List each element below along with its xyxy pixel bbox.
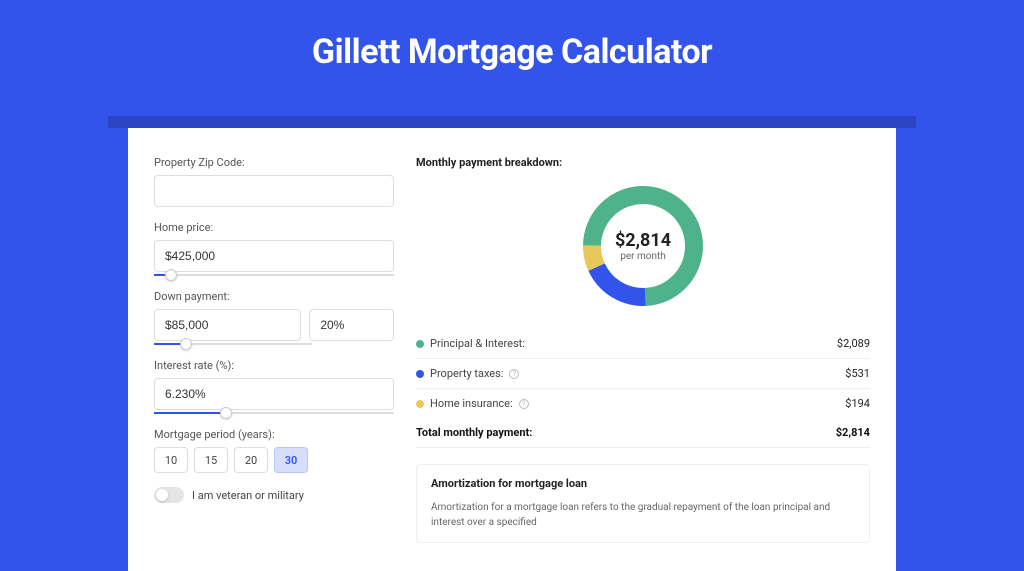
- breakdown-column: Monthly payment breakdown: $2,814 per mo…: [416, 156, 870, 543]
- zip-field: Property Zip Code:: [154, 156, 394, 207]
- breakdown-row-label: Home insurance:?: [416, 397, 529, 410]
- donut-center: $2,814 per month: [578, 181, 708, 311]
- breakdown-rows: Principal & Interest: $2,089 Property taxe…: [416, 329, 870, 418]
- home-price-label: Home price:: [154, 221, 394, 234]
- breakdown-row-label-text: Home insurance:: [430, 397, 513, 410]
- breakdown-row-label: Principal & Interest:: [416, 337, 525, 350]
- form-column: Property Zip Code: Home price: Down paym…: [154, 156, 394, 543]
- donut-center-value: $2,814: [615, 230, 671, 251]
- interest-rate-slider[interactable]: [154, 412, 394, 414]
- breakdown-row-label-text: Property taxes:: [430, 367, 503, 380]
- down-payment-field: Down payment:: [154, 290, 394, 345]
- breakdown-row-value: $2,089: [837, 337, 870, 350]
- swatch-icon: [416, 370, 424, 378]
- breakdown-row-value: $194: [845, 397, 870, 410]
- down-payment-label: Down payment:: [154, 290, 394, 303]
- breakdown-total-row: Total monthly payment: $2,814: [416, 418, 870, 448]
- breakdown-row-value: $531: [845, 367, 870, 380]
- home-price-slider[interactable]: [154, 274, 394, 276]
- interest-rate-input[interactable]: [154, 378, 394, 410]
- interest-rate-field: Interest rate (%):: [154, 359, 394, 414]
- amortization-text: Amortization for a mortgage loan refers …: [431, 500, 855, 530]
- breakdown-total-label: Total monthly payment:: [416, 426, 532, 439]
- breakdown-row: Property taxes:? $531: [416, 359, 870, 389]
- veteran-row: I am veteran or military: [154, 487, 394, 503]
- zip-input[interactable]: [154, 175, 394, 207]
- donut-chart: $2,814 per month: [578, 181, 708, 311]
- mortgage-period-option-15[interactable]: 15: [194, 447, 228, 473]
- swatch-icon: [416, 400, 424, 408]
- breakdown-row: Principal & Interest: $2,089: [416, 329, 870, 359]
- info-icon[interactable]: ?: [519, 399, 529, 409]
- down-payment-slider-thumb[interactable]: [180, 338, 192, 350]
- donut-center-sub: per month: [620, 251, 666, 262]
- breakdown-title: Monthly payment breakdown:: [416, 156, 870, 169]
- amortization-box: Amortization for mortgage loan Amortizat…: [416, 464, 870, 543]
- mortgage-period-buttons: 10152030: [154, 447, 394, 473]
- zip-label: Property Zip Code:: [154, 156, 394, 169]
- info-icon[interactable]: ?: [509, 369, 519, 379]
- breakdown-row: Home insurance:? $194: [416, 389, 870, 418]
- veteran-toggle[interactable]: [154, 487, 184, 503]
- mortgage-period-label: Mortgage period (years):: [154, 428, 394, 441]
- down-payment-slider[interactable]: [154, 343, 312, 345]
- interest-rate-label: Interest rate (%):: [154, 359, 394, 372]
- home-price-slider-thumb[interactable]: [165, 269, 177, 281]
- home-price-field: Home price:: [154, 221, 394, 276]
- donut-chart-wrap: $2,814 per month: [416, 181, 870, 311]
- breakdown-row-label-text: Principal & Interest:: [430, 337, 525, 350]
- down-payment-input[interactable]: [154, 309, 301, 341]
- page-title: Gillett Mortgage Calculator: [0, 0, 1024, 96]
- veteran-toggle-knob: [156, 489, 168, 501]
- interest-rate-slider-thumb[interactable]: [220, 407, 232, 419]
- swatch-icon: [416, 340, 424, 348]
- breakdown-row-label: Property taxes:?: [416, 367, 519, 380]
- mortgage-period-option-10[interactable]: 10: [154, 447, 188, 473]
- mortgage-period-option-20[interactable]: 20: [234, 447, 268, 473]
- card-shadow: [108, 116, 916, 128]
- breakdown-total-value: $2,814: [836, 426, 870, 439]
- mortgage-period-option-30[interactable]: 30: [274, 447, 308, 473]
- amortization-title: Amortization for mortgage loan: [431, 477, 855, 490]
- home-price-input[interactable]: [154, 240, 394, 272]
- veteran-label: I am veteran or military: [192, 489, 304, 502]
- mortgage-period-field: Mortgage period (years): 10152030: [154, 428, 394, 473]
- down-payment-pct-input[interactable]: [309, 309, 394, 341]
- calculator-card: Property Zip Code: Home price: Down paym…: [128, 128, 896, 571]
